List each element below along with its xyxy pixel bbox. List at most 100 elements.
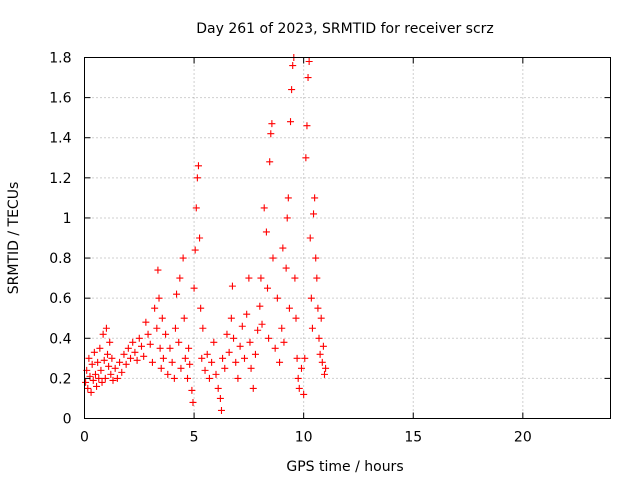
data-point (217, 406, 225, 414)
data-points (82, 54, 330, 414)
data-point (190, 284, 198, 292)
data-point (223, 330, 231, 338)
x-axis-label: GPS time / hours (286, 459, 403, 475)
data-point (129, 338, 137, 346)
data-point (198, 354, 206, 362)
data-point (124, 344, 132, 352)
data-point (93, 382, 101, 390)
data-point (137, 342, 145, 350)
data-point (268, 120, 276, 128)
data-point (271, 344, 279, 352)
y-tick-label: 0.4 (49, 331, 71, 347)
data-point (292, 314, 300, 322)
data-point (131, 348, 139, 356)
data-point (243, 310, 251, 318)
axis-tick-labels: 0 5 10 15 20 0 0.2 0.4 0.6 0.8 1 1.2 1.4 1.6 1.8 (49, 51, 532, 446)
data-point (155, 294, 163, 302)
data-point (98, 378, 106, 386)
data-point (308, 324, 316, 332)
data-point (221, 364, 229, 372)
chart-title: Day 261 of 2023, SRMTID for receiver scr… (196, 21, 494, 37)
data-point (245, 274, 253, 282)
data-point (265, 334, 273, 342)
data-point (191, 246, 199, 254)
grid-layer (84, 57, 611, 419)
data-point (116, 358, 124, 366)
data-point (273, 294, 281, 302)
data-point (173, 290, 181, 298)
data-point (256, 302, 264, 310)
data-point (227, 314, 235, 322)
data-point (269, 254, 277, 262)
data-point (109, 376, 117, 384)
data-point (307, 294, 315, 302)
data-point (146, 340, 154, 348)
data-point (113, 374, 121, 382)
data-point (166, 344, 174, 352)
data-point (236, 342, 244, 350)
data-point (164, 370, 172, 378)
data-point (300, 390, 308, 398)
data-point (284, 194, 292, 202)
data-point (120, 350, 128, 358)
data-point (95, 374, 103, 382)
data-point (186, 360, 194, 368)
data-point (197, 304, 205, 312)
y-axis-label: SRMTID / TECUs (6, 182, 22, 295)
y-tick-label: 1.2 (49, 171, 71, 187)
data-point (106, 338, 114, 346)
data-point (175, 338, 183, 346)
data-point (100, 356, 108, 364)
data-point (280, 338, 288, 346)
data-point (108, 354, 116, 362)
data-point (101, 374, 109, 382)
data-point (283, 214, 291, 222)
y-tick-label: 0 (63, 412, 72, 428)
y-tick-label: 1.6 (49, 91, 71, 107)
data-point (102, 324, 110, 332)
data-point (89, 376, 97, 384)
data-point (301, 354, 309, 362)
data-point (85, 354, 93, 362)
data-point (276, 358, 284, 366)
data-point (91, 370, 99, 378)
x-tick-label: 15 (404, 430, 422, 446)
data-point (104, 350, 112, 358)
data-point (176, 274, 184, 282)
data-point (133, 356, 141, 364)
data-point (291, 274, 299, 282)
data-point (87, 388, 95, 396)
data-point (262, 228, 270, 236)
data-point (181, 354, 189, 362)
data-point (216, 394, 224, 402)
data-point (192, 204, 200, 212)
data-point (279, 244, 287, 252)
x-tick-label: 10 (295, 430, 313, 446)
data-point (238, 322, 246, 330)
data-point (257, 274, 265, 282)
data-point (278, 324, 286, 332)
data-point (293, 354, 301, 362)
data-point (203, 350, 211, 358)
data-point (180, 314, 188, 322)
data-point (105, 362, 113, 370)
data-point (157, 364, 165, 372)
data-point (312, 254, 320, 262)
data-point (156, 344, 164, 352)
y-tick-label: 0.2 (49, 371, 71, 387)
data-point (212, 370, 220, 378)
data-point (170, 374, 178, 382)
data-point (315, 334, 323, 342)
data-point (230, 334, 238, 342)
data-point (258, 320, 266, 328)
x-tick-label: 5 (190, 430, 199, 446)
data-point (246, 338, 254, 346)
data-point (234, 374, 242, 382)
data-point (297, 364, 305, 372)
data-point (144, 330, 152, 338)
data-point (210, 338, 218, 346)
data-point (310, 210, 318, 218)
data-point (171, 324, 179, 332)
data-point (322, 364, 330, 372)
